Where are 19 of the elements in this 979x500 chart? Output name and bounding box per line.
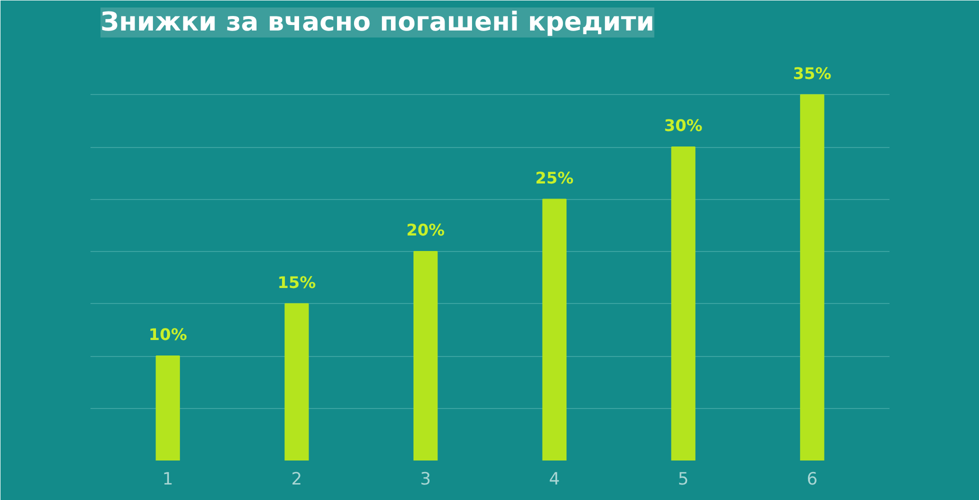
x-tick-label: 3	[420, 470, 431, 490]
x-tick-label: 5	[678, 470, 689, 490]
data-label: 30%	[664, 116, 702, 135]
data-label: 25%	[535, 168, 574, 188]
data-label: 15%	[278, 272, 316, 292]
bar	[671, 146, 696, 460]
data-label: 35%	[793, 64, 832, 83]
bar	[542, 198, 567, 460]
bar	[284, 303, 309, 460]
data-label: 20%	[406, 220, 445, 240]
x-tick-label: 1	[162, 470, 174, 490]
data-label: 10%	[148, 325, 187, 344]
chart-title: Знижки за вчасно погашені кредити	[100, 8, 654, 38]
bar	[413, 251, 438, 460]
bar	[800, 94, 824, 460]
x-tick-label: 4	[549, 470, 560, 490]
x-tick-label: 6	[806, 470, 818, 490]
x-tick-label: 2	[291, 470, 302, 490]
bar	[156, 356, 180, 460]
